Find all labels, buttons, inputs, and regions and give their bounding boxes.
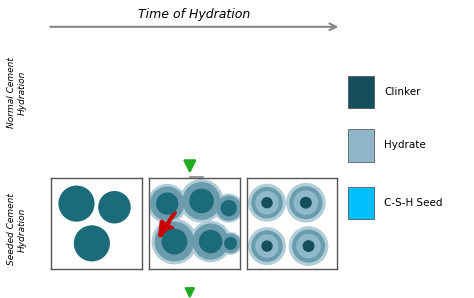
Circle shape — [162, 229, 187, 254]
Circle shape — [286, 183, 326, 223]
Circle shape — [261, 197, 273, 208]
Circle shape — [180, 179, 223, 223]
Circle shape — [292, 229, 325, 263]
Bar — [348, 129, 374, 162]
Circle shape — [220, 233, 240, 253]
Circle shape — [293, 190, 318, 215]
Bar — [348, 76, 374, 108]
Circle shape — [156, 193, 178, 215]
Circle shape — [261, 240, 273, 252]
Circle shape — [58, 186, 95, 222]
Text: Hydrate: Hydrate — [384, 140, 426, 150]
Circle shape — [192, 224, 228, 260]
Text: Normal Cement
Hydration: Normal Cement Hydration — [7, 57, 26, 128]
Circle shape — [255, 234, 279, 258]
Circle shape — [300, 197, 312, 209]
Text: C-S-H Seed: C-S-H Seed — [384, 198, 442, 208]
Circle shape — [147, 184, 187, 224]
Circle shape — [150, 187, 184, 221]
Bar — [348, 187, 374, 219]
Circle shape — [251, 187, 283, 218]
Circle shape — [216, 195, 241, 221]
Circle shape — [224, 237, 237, 250]
Circle shape — [199, 230, 222, 253]
Circle shape — [251, 230, 283, 262]
Circle shape — [74, 225, 110, 261]
Circle shape — [190, 221, 231, 262]
Circle shape — [289, 186, 322, 219]
Circle shape — [219, 232, 242, 255]
Text: Time of Hydration: Time of Hydration — [138, 8, 250, 21]
Circle shape — [214, 194, 243, 223]
Circle shape — [255, 191, 279, 215]
Circle shape — [248, 184, 286, 222]
Text: Seeded Cement
Hydration: Seeded Cement Hydration — [7, 193, 26, 266]
Circle shape — [98, 191, 131, 224]
Circle shape — [289, 226, 328, 266]
Text: Clinker: Clinker — [384, 87, 420, 97]
Circle shape — [302, 240, 315, 252]
Circle shape — [189, 189, 214, 213]
Circle shape — [152, 219, 197, 264]
Circle shape — [220, 200, 237, 216]
Circle shape — [182, 182, 220, 220]
Circle shape — [248, 227, 286, 265]
Circle shape — [296, 234, 321, 258]
Circle shape — [155, 222, 194, 261]
